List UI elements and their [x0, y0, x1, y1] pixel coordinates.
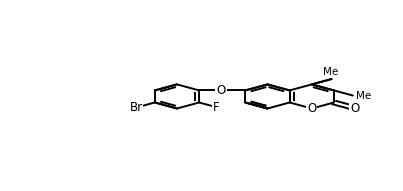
Text: O: O — [351, 102, 359, 115]
Text: Br: Br — [129, 101, 143, 114]
Text: O: O — [216, 84, 226, 97]
Text: O: O — [307, 102, 316, 115]
Text: Me: Me — [323, 67, 338, 77]
Text: F: F — [212, 100, 219, 113]
Text: Me: Me — [356, 91, 371, 100]
